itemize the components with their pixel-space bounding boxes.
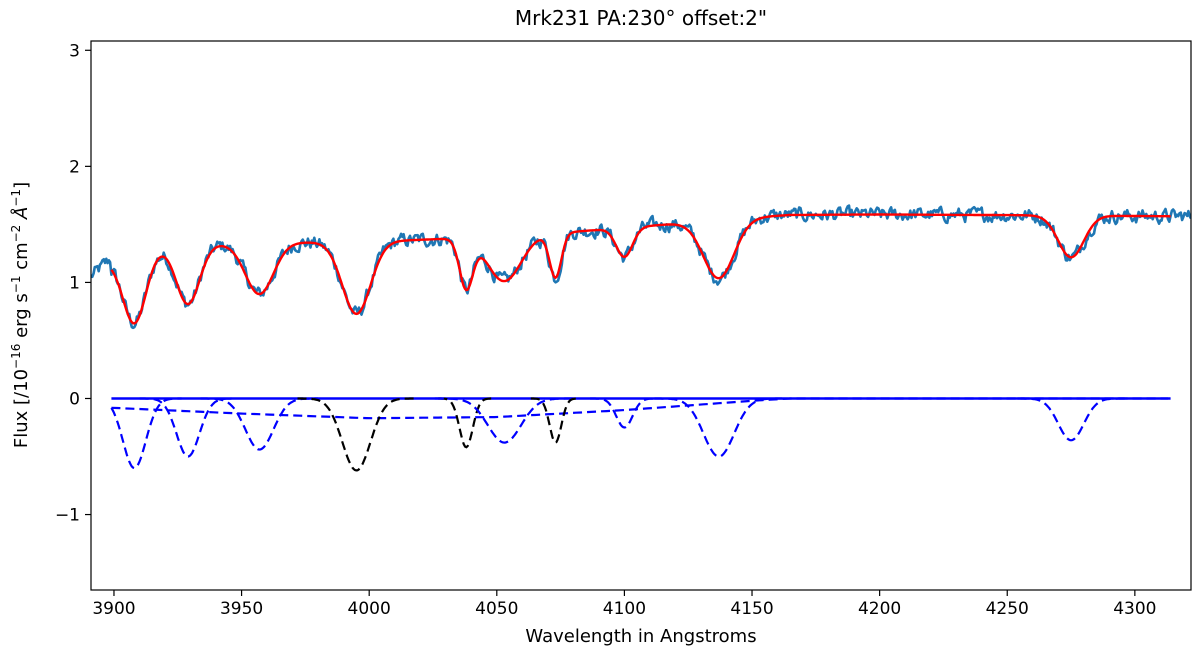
plot-area	[91, 204, 1191, 472]
absorption-component-line	[200, 397, 318, 451]
absorption-component-line	[654, 397, 783, 458]
chart-title: Mrk231 PA:230° offset:2"	[515, 6, 767, 30]
y-axis-title-part: Flux [/10	[11, 369, 32, 448]
y-axis-title-exponent: −1	[9, 276, 23, 294]
y-axis-title-part: Å	[10, 207, 32, 225]
y-tick-label: 2	[69, 157, 80, 177]
absorption-component-line	[110, 397, 182, 470]
broad-component-line	[111, 397, 1168, 420]
x-tick-label: 3900	[92, 599, 135, 619]
axes: 3900 3950 4000 4050 4100 4150 4200 4250 4300 −1 0 1…	[55, 40, 1192, 619]
absorption-component-line	[590, 397, 658, 429]
absorption-component-line	[1017, 397, 1125, 442]
absorption-component-line	[297, 397, 415, 472]
x-tick-label: 4300	[1113, 599, 1156, 619]
x-tick-label: 4000	[348, 599, 391, 619]
observed-spectrum-line	[91, 204, 1191, 330]
y-axis-title-part: cm	[11, 242, 32, 275]
x-axis-title: Wavelength in Angstroms	[525, 626, 756, 647]
x-tick-label: 4050	[475, 599, 518, 619]
y-axis-title: Flux [/10−16 erg s−1 cm−2 Å−1]	[9, 182, 32, 448]
absorption-component-line	[139, 397, 236, 458]
x-tick-label: 4200	[858, 599, 901, 619]
y-axis-title-exponent: −16	[9, 344, 23, 369]
x-tick-label: 4150	[730, 599, 773, 619]
y-axis-title-part: erg s	[11, 293, 32, 343]
y-tick-label: −1	[55, 506, 80, 526]
absorption-component-line	[434, 397, 574, 444]
y-tick-label: 3	[69, 41, 80, 61]
x-tick-label: 4100	[603, 599, 646, 619]
x-tick-label: 4250	[986, 599, 1029, 619]
y-axis-title-part: ]	[11, 182, 32, 189]
absorption-component-line	[438, 397, 494, 449]
y-axis-title-exponent: −2	[9, 225, 23, 243]
y-axis-title-exponent: −1	[9, 189, 23, 207]
plot-frame	[90, 40, 1192, 591]
model-fit-line	[110, 213, 1171, 325]
y-tick-label: 1	[69, 273, 80, 293]
y-tick-label: 0	[69, 389, 80, 409]
x-tick-label: 3950	[220, 599, 263, 619]
absorption-component-line	[530, 397, 580, 444]
